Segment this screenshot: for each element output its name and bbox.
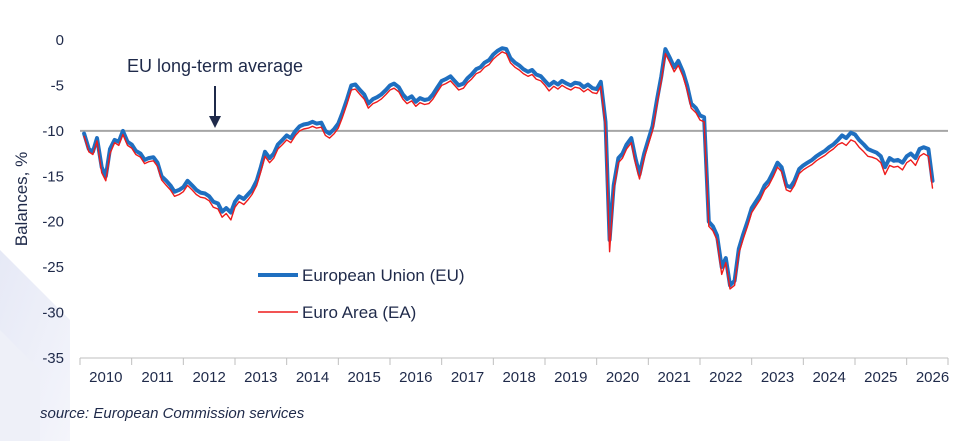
y-tick-label: -20 — [42, 214, 64, 231]
x-tick-label: 2018 — [502, 369, 535, 386]
y-axis-title: Balances, % — [12, 152, 31, 247]
legend-label-eu: European Union (EU) — [302, 266, 465, 285]
legend: European Union (EU) Euro Area (EA) — [258, 266, 465, 322]
x-tick-label: 2010 — [89, 369, 122, 386]
series-line-ea — [83, 51, 934, 290]
y-tick-label: -15 — [42, 168, 64, 185]
y-tick-label: -10 — [42, 123, 64, 140]
x-tick-label: 2011 — [141, 369, 173, 386]
x-tick-label: 2021 — [657, 369, 690, 386]
legend-label-ea: Euro Area (EA) — [302, 303, 416, 322]
x-tick-label: 2025 — [864, 369, 897, 386]
x-tick-label: 2020 — [606, 369, 639, 386]
x-tick-label: 2019 — [554, 369, 587, 386]
y-tick-label: -25 — [42, 259, 64, 276]
y-tick-label: -5 — [51, 77, 64, 94]
y-tick-label: -30 — [42, 305, 64, 322]
annotation-group: EU long-term average — [127, 56, 303, 128]
y-tick-label: -35 — [42, 350, 64, 367]
source-note: source: European Commission services — [40, 405, 305, 422]
x-tick-label: 2012 — [192, 369, 225, 386]
annotation-label: EU long-term average — [127, 56, 303, 76]
x-tick-label: 2023 — [761, 369, 794, 386]
y-tick-label: 0 — [56, 32, 64, 49]
x-tick-label: 2017 — [451, 369, 484, 386]
x-tick-label: 2013 — [244, 369, 277, 386]
series-line-eu — [82, 46, 935, 288]
x-tick-label: 2026 — [916, 369, 949, 386]
axes: 0 -5 -10 -15 -20 -25 -30 -35 Balances, % 2010 2011… — [12, 32, 949, 386]
x-tick-label: 2014 — [296, 369, 329, 386]
x-tick-label: 2022 — [709, 369, 742, 386]
background-decoration-2 — [0, 330, 40, 441]
annotation-arrow-head — [209, 116, 221, 128]
x-tick-label: 2024 — [812, 369, 845, 386]
x-tick-label: 2016 — [399, 369, 432, 386]
series-group — [82, 46, 935, 290]
x-tick-label: 2015 — [347, 369, 380, 386]
